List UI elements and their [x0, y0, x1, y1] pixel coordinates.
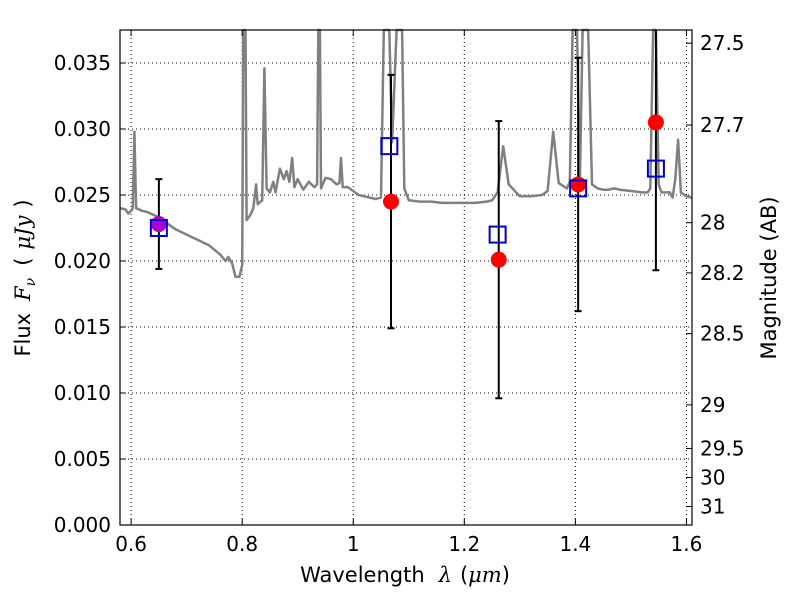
y-axis-symbol: F — [11, 285, 35, 302]
y-tick-label: 0.005 — [54, 447, 111, 471]
y-axis-unit-close: ) — [11, 199, 35, 207]
x-tick-label: 1.4 — [559, 532, 591, 556]
y-axis-subscript: ν — [23, 277, 39, 286]
y-tick-label: 0.010 — [54, 381, 111, 405]
y-tick-label: 0.015 — [54, 315, 111, 339]
model-point — [646, 159, 665, 178]
observed-point — [383, 193, 400, 210]
y2-tick-label: 30 — [700, 465, 725, 489]
y2-tick-label: 29.5 — [700, 436, 745, 460]
x-axis-unit: μm — [468, 563, 502, 587]
model-spectrum-line — [119, 28, 693, 279]
y-axis-label-prefix: Flux — [11, 313, 35, 357]
y-tick-label: 0.035 — [54, 51, 111, 75]
model-point — [488, 225, 507, 244]
y-tick-label: 0.020 — [54, 249, 111, 273]
x-axis-unit-open: ( — [460, 563, 468, 587]
x-tick-label: 1.2 — [448, 532, 480, 556]
y-tick-label: 0.030 — [54, 117, 111, 141]
y2-axis-label: Magnitude (AB) — [757, 196, 781, 359]
model-points — [149, 137, 665, 244]
y2-axis-ticks: 27.5 27.7 28 28.2 28.5 29 29.5 30 31 — [686, 31, 745, 519]
observed-point — [490, 251, 507, 268]
y2-tick-label: 28 — [700, 211, 725, 235]
observed-point — [150, 216, 167, 233]
y-tick-label: 0.025 — [54, 183, 111, 207]
x-axis-label: Wavelength λ (μm) — [300, 563, 510, 587]
observed-points — [150, 114, 664, 268]
y2-tick-label: 28.5 — [700, 322, 745, 346]
y2-tick-label: 28.2 — [700, 261, 745, 285]
x-axis-symbol: λ — [438, 563, 452, 587]
x-tick-label: 1 — [347, 532, 360, 556]
y2-tick-label: 27.7 — [700, 113, 745, 137]
model-point — [380, 137, 399, 156]
x-axis-ticks: 0.6 0.8 1 1.2 1.4 1.6 — [115, 30, 702, 556]
model-point — [149, 219, 168, 237]
y-axis-ticks: 0.000 0.005 0.010 0.015 0.020 0.025 0.030 0.035 — [54, 51, 126, 537]
y-axis-label: Flux Fν ( μJy) — [11, 199, 39, 356]
y-axis-unit-open: ( — [11, 258, 35, 266]
y2-tick-label: 27.5 — [700, 31, 745, 55]
x-axis-unit-close: ) — [502, 563, 510, 587]
model-spectrum — [119, 28, 693, 279]
x-tick-label: 1.6 — [671, 532, 703, 556]
y-tick-label: 0.000 — [54, 513, 111, 537]
observed-point — [570, 176, 587, 193]
x-tick-label: 0.8 — [226, 532, 258, 556]
y2-tick-label: 29 — [700, 393, 725, 417]
x-tick-label: 0.6 — [115, 532, 147, 556]
observed-point — [647, 114, 664, 131]
model-point — [569, 179, 588, 198]
grid-lines — [120, 30, 692, 526]
plot-frame — [119, 29, 693, 526]
x-axis-label-prefix: Wavelength — [300, 563, 425, 587]
y2-tick-label: 31 — [700, 495, 725, 519]
y-axis-unit: μJy — [11, 215, 35, 250]
